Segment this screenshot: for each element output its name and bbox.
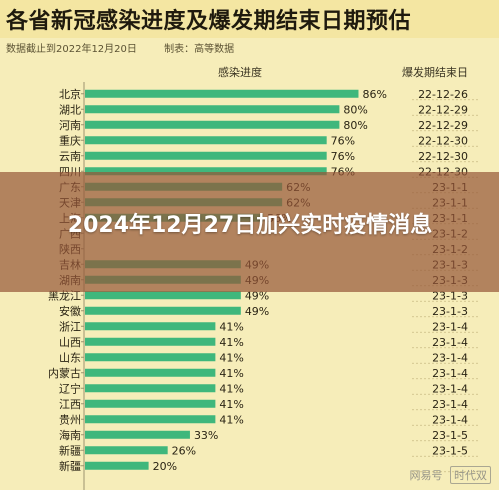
bar <box>85 322 216 331</box>
end-date-label: 22-12-30 <box>418 150 468 163</box>
category-label: 海南 <box>59 428 81 442</box>
bar <box>85 384 216 393</box>
bar <box>85 306 241 315</box>
headline-overlay <box>0 172 499 292</box>
bar <box>85 415 216 424</box>
watermark: 网易号 时代双 <box>409 466 491 484</box>
value-label: 33% <box>194 429 218 442</box>
end-date-label: 22-12-29 <box>418 103 468 116</box>
bar <box>85 368 216 377</box>
value-label: 76% <box>331 150 355 163</box>
value-label: 26% <box>172 444 196 457</box>
category-label: 江西 <box>59 398 81 411</box>
title-bar: 各省新冠感染进度及爆发期结束日期预估 <box>0 0 499 38</box>
end-date-label: 23-1-4 <box>432 336 468 349</box>
bar <box>85 136 327 145</box>
value-label: 41% <box>219 320 243 333</box>
end-date-label: 23-1-5 <box>432 444 468 457</box>
end-date-label: 23-1-4 <box>432 382 468 395</box>
end-date-label: 23-1-5 <box>432 429 468 442</box>
category-label: 贵州 <box>59 413 81 426</box>
value-label: 49% <box>245 305 269 318</box>
bar <box>85 89 359 98</box>
bar <box>85 105 340 114</box>
category-label: 新疆 <box>59 459 81 473</box>
value-label: 76% <box>331 134 355 147</box>
end-date-label: 22-12-26 <box>418 88 468 101</box>
value-label: 41% <box>219 382 243 395</box>
source-line: 数据截止到2022年12月20日 制表：高等数据 <box>6 40 258 55</box>
chart-title: 各省新冠感染进度及爆发期结束日期预估 <box>6 9 412 34</box>
bar <box>85 167 327 176</box>
category-label: 安徽 <box>59 304 81 318</box>
value-label: 41% <box>219 367 243 380</box>
value-label: 80% <box>343 119 367 132</box>
value-label: 41% <box>219 398 243 411</box>
end-date-label: 23-1-3 <box>432 305 468 318</box>
category-label: 新疆 <box>59 443 81 457</box>
bar <box>85 461 149 470</box>
value-label: 41% <box>219 351 243 364</box>
category-label: 北京 <box>59 87 81 101</box>
value-label: 80% <box>343 103 367 116</box>
value-label: 49% <box>245 289 269 302</box>
maker-label: 制表：高等数据 <box>164 44 235 55</box>
category-label: 山东 <box>59 351 81 364</box>
bar <box>85 430 190 439</box>
end-date-label: 23-1-4 <box>432 351 468 364</box>
end-date-label: 22-12-30 <box>418 134 468 147</box>
bar <box>85 446 168 455</box>
end-date-label: 23-1-4 <box>432 413 468 426</box>
category-label: 黑龙江 <box>48 289 81 302</box>
end-date-label: 23-1-4 <box>432 398 468 411</box>
category-label: 浙江 <box>59 320 81 333</box>
value-column-header: 感染进度 <box>218 65 262 79</box>
category-label: 山西 <box>59 336 81 349</box>
bar <box>85 291 241 300</box>
end-date-label: 22-12-29 <box>418 119 468 132</box>
bar <box>85 151 327 160</box>
end-date-label: 23-1-4 <box>432 320 468 333</box>
date-column-header: 爆发期结束日 <box>402 65 468 79</box>
category-label: 重庆 <box>59 133 81 147</box>
end-date-label: 23-1-4 <box>432 367 468 380</box>
headline-text[interactable]: 2024年12月27日加兴实时疫情消息 <box>67 213 433 238</box>
category-label: 内蒙古 <box>48 366 81 380</box>
bar <box>85 120 340 129</box>
end-date-label: 23-1-3 <box>432 289 468 302</box>
bar <box>85 353 216 362</box>
category-label: 辽宁 <box>59 381 81 395</box>
category-label: 云南 <box>59 150 81 163</box>
data-cutoff-label: 数据截止到2022年12月20日 <box>6 44 137 55</box>
value-label: 20% <box>153 460 177 473</box>
watermark-site: 网易号 <box>409 469 443 482</box>
bar <box>85 399 216 408</box>
value-label: 86% <box>362 88 386 101</box>
watermark-author: 时代双 <box>450 466 491 484</box>
bar <box>85 337 216 346</box>
category-label: 湖北 <box>59 103 81 116</box>
category-label: 河南 <box>59 119 81 132</box>
value-label: 41% <box>219 336 243 349</box>
value-label: 41% <box>219 413 243 426</box>
